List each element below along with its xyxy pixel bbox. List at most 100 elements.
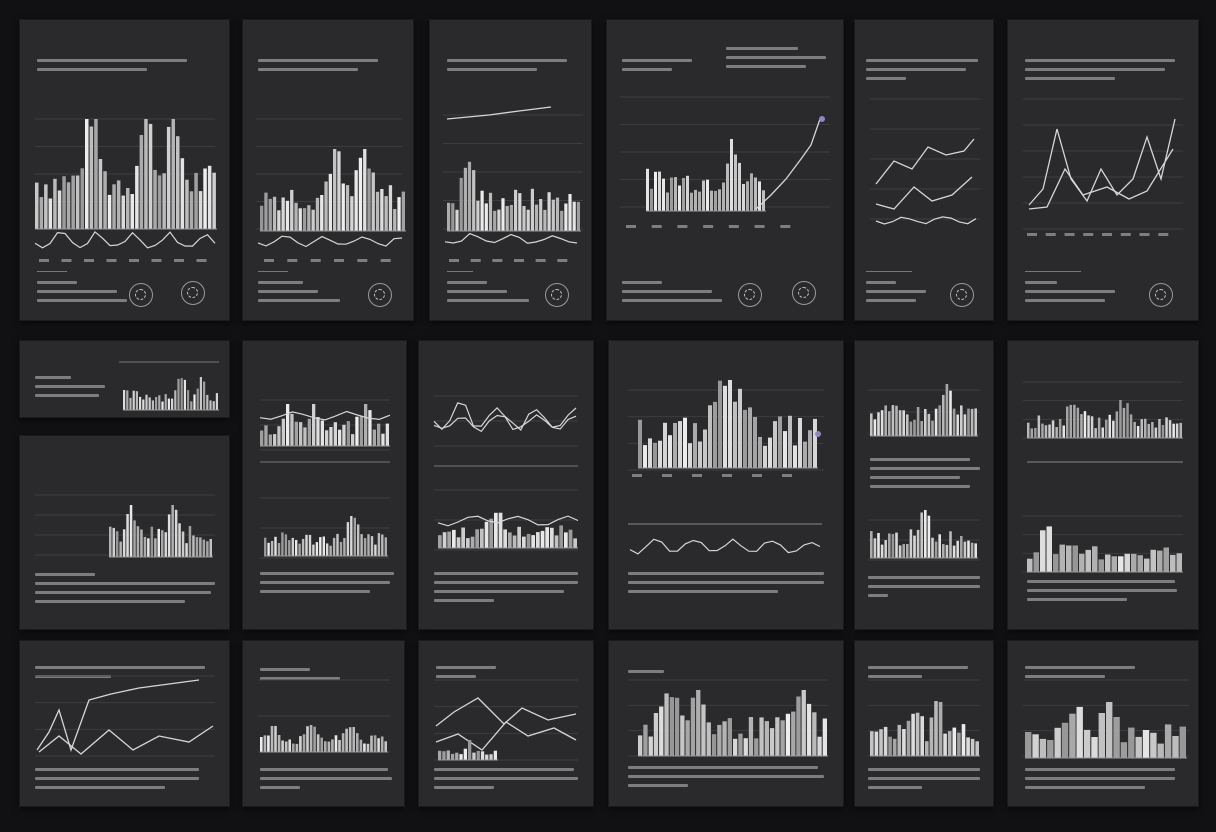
bar: [203, 381, 206, 410]
bar: [791, 711, 796, 756]
bar: [277, 543, 281, 556]
bar: [693, 423, 697, 468]
chart-card[interactable]: [242, 19, 414, 321]
bar: [164, 394, 167, 410]
chart-card[interactable]: [19, 19, 230, 321]
bar: [209, 400, 212, 410]
bar: [121, 195, 125, 229]
bar: [267, 542, 270, 556]
bar: [1051, 420, 1055, 438]
chart-card[interactable]: [854, 340, 994, 630]
tick-label: [334, 259, 344, 262]
bar: [1133, 421, 1136, 438]
bar: [710, 190, 713, 211]
bar: [470, 536, 475, 548]
bar: [472, 752, 476, 760]
bar: [949, 531, 952, 558]
bar: [1072, 545, 1078, 572]
tick-label: [752, 474, 762, 477]
tick-label: [722, 474, 732, 477]
bar: [934, 541, 938, 558]
bar: [155, 397, 158, 410]
bar: [1172, 736, 1179, 758]
card-subtitle: [1025, 59, 1175, 86]
card-footnote: [1025, 768, 1175, 795]
bar: [475, 529, 479, 548]
bar: [1151, 422, 1154, 438]
bar: [295, 743, 299, 752]
bar: [884, 540, 887, 558]
bar: [909, 529, 913, 558]
tick-label: [61, 259, 72, 262]
bar: [298, 543, 301, 556]
bar: [902, 410, 905, 436]
bar: [331, 739, 334, 752]
bar: [442, 532, 447, 548]
bar: [264, 192, 268, 231]
chart-card[interactable]: [608, 640, 844, 807]
bar: [891, 534, 895, 558]
bar: [873, 538, 877, 558]
bar: [148, 123, 153, 229]
card-subtitle: [447, 59, 567, 77]
bar: [682, 178, 685, 211]
chart-card[interactable]: [418, 640, 594, 807]
chart-card[interactable]: [242, 640, 405, 807]
bar: [485, 754, 489, 760]
card-subtitle: [1025, 666, 1135, 684]
tick-label: [728, 225, 739, 228]
bar: [733, 738, 738, 756]
card-footnote: [260, 768, 392, 795]
bar: [722, 721, 727, 756]
bar: [530, 188, 534, 231]
bar: [1076, 407, 1080, 438]
bar: [718, 380, 722, 468]
bar: [947, 731, 952, 756]
chart-card[interactable]: [606, 19, 844, 321]
seal-icon: [738, 283, 762, 307]
bar: [135, 391, 138, 410]
chart-card[interactable]: [242, 340, 407, 630]
bar: [446, 750, 450, 760]
chart-plot: [1023, 98, 1183, 236]
bar: [126, 514, 129, 557]
bar: [312, 544, 315, 556]
bar: [136, 526, 140, 557]
chart-card[interactable]: [19, 435, 230, 630]
chart-card[interactable]: [1007, 19, 1199, 321]
bar: [147, 538, 150, 557]
tick-label: [264, 259, 274, 262]
chart-card[interactable]: [19, 340, 230, 418]
bar: [393, 209, 397, 231]
chart-card[interactable]: [19, 640, 230, 807]
chart-card[interactable]: [418, 340, 594, 630]
bar: [874, 731, 879, 756]
chart-card[interactable]: [1007, 640, 1199, 807]
tick-label: [651, 225, 662, 228]
chart-card[interactable]: [429, 19, 592, 321]
bar: [960, 536, 963, 558]
bar: [342, 424, 346, 446]
bar: [888, 736, 892, 756]
bar: [290, 189, 294, 231]
chart-card[interactable]: [854, 19, 994, 321]
bar: [929, 717, 934, 756]
bar: [1059, 544, 1065, 572]
chart-card[interactable]: [854, 640, 994, 807]
bar: [505, 206, 509, 231]
bar: [466, 538, 470, 548]
bar: [327, 741, 331, 752]
bar: [674, 177, 677, 211]
bar: [1135, 736, 1142, 758]
tick-label: [662, 474, 672, 477]
bar: [952, 727, 957, 756]
bar: [522, 536, 526, 548]
bar: [895, 405, 898, 436]
chart-card[interactable]: [1007, 340, 1199, 630]
bar: [484, 203, 488, 231]
bar: [53, 178, 57, 229]
chart-card[interactable]: [608, 340, 844, 630]
bar: [748, 717, 754, 756]
bar: [196, 388, 199, 410]
bar: [207, 165, 212, 229]
